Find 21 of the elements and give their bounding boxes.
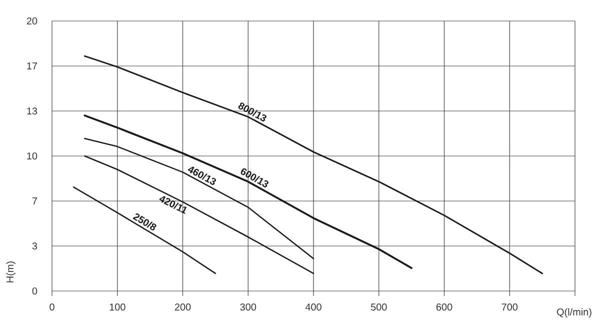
x-tick-label: 0 (50, 304, 54, 311)
x-tick-label: 500 (370, 304, 387, 311)
line-series (72, 186, 216, 274)
line-series (84, 155, 314, 274)
y-tick-label: 3 (32, 242, 38, 250)
y-axis-title: H(m) (6, 262, 16, 282)
line-series (84, 138, 314, 260)
y-tick-label: 0 (32, 287, 38, 295)
x-tick-label: 100 (110, 304, 126, 311)
x-tick-label: 600 (436, 304, 452, 311)
x-tick-label: 400 (305, 304, 322, 311)
y-tick-label: 17 (27, 62, 37, 70)
x-tick-label: 300 (240, 304, 256, 311)
line-series (84, 55, 544, 274)
y-tick-label: 13 (27, 107, 38, 115)
y-tick-label: 10 (27, 152, 38, 160)
x-axis-title: Q(l/min) (556, 308, 592, 318)
y-tick-label: 7 (32, 198, 37, 204)
y-tick-label: 20 (26, 17, 38, 25)
x-tick-label: 700 (502, 304, 518, 311)
x-tick-label: 200 (174, 304, 191, 311)
